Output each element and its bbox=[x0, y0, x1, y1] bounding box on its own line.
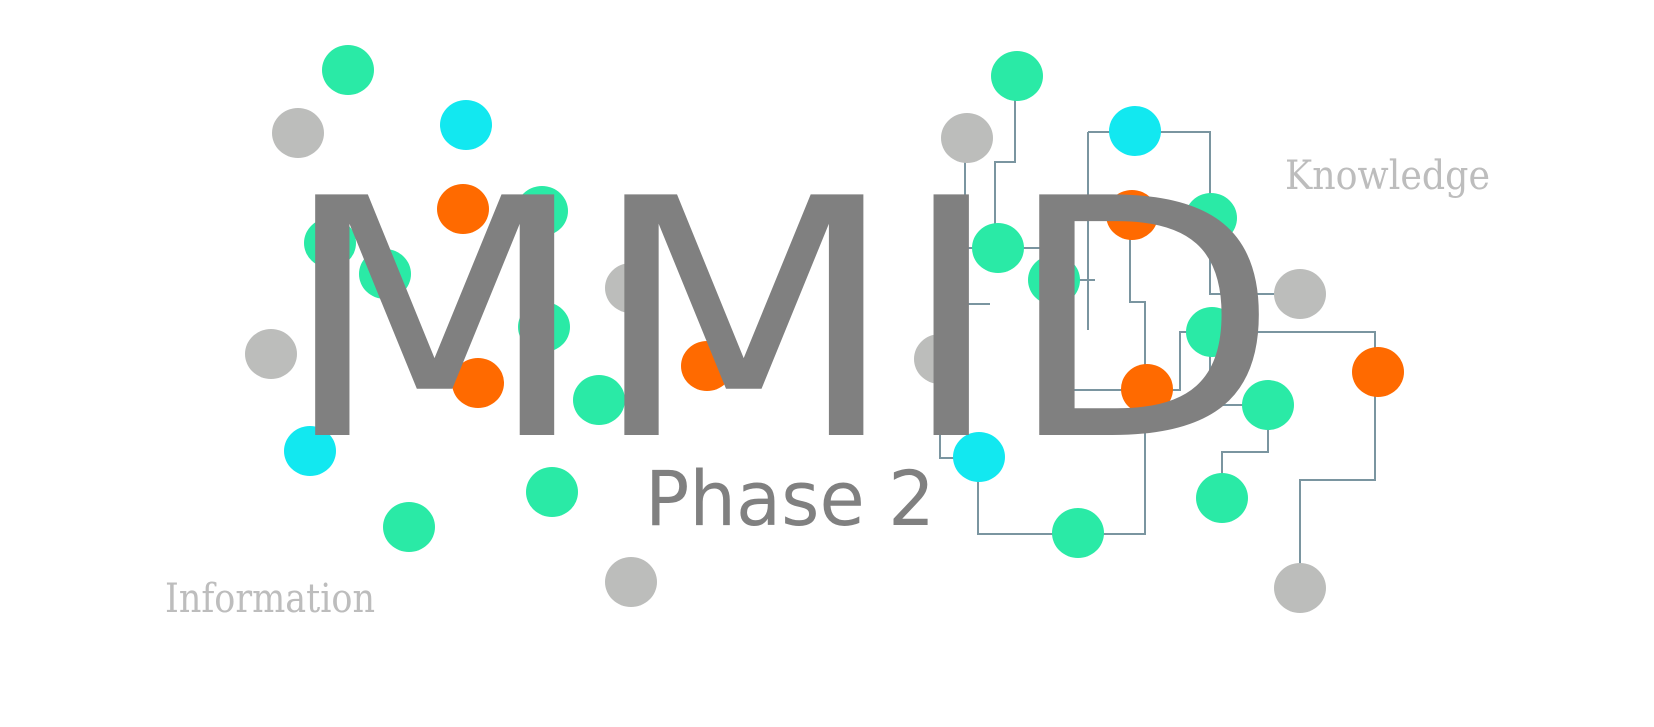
logo-subtitle: Phase 2 bbox=[645, 454, 935, 543]
node-gray bbox=[272, 108, 324, 158]
node-green bbox=[1196, 473, 1248, 523]
node-orange bbox=[681, 341, 733, 391]
node-cyan bbox=[953, 432, 1005, 482]
node-green bbox=[516, 186, 568, 236]
node-orange bbox=[437, 184, 489, 234]
node-gray bbox=[914, 334, 966, 384]
node-cyan bbox=[1109, 106, 1161, 156]
label-information: Information bbox=[165, 576, 375, 622]
logo-title: MMID bbox=[280, 129, 1280, 513]
node-green bbox=[518, 302, 570, 352]
node-green bbox=[1185, 193, 1237, 243]
node-green bbox=[1186, 307, 1238, 357]
node-cyan bbox=[440, 100, 492, 150]
node-orange bbox=[1352, 347, 1404, 397]
node-gray bbox=[1274, 269, 1326, 319]
node-green bbox=[1052, 508, 1104, 558]
node-gray bbox=[605, 557, 657, 607]
circuit-line bbox=[1299, 372, 1376, 588]
node-green bbox=[383, 502, 435, 552]
node-green bbox=[1242, 380, 1294, 430]
node-green bbox=[1028, 255, 1080, 305]
node-green bbox=[573, 375, 625, 425]
node-gray bbox=[605, 263, 657, 313]
node-orange bbox=[1106, 190, 1158, 240]
circuit-line bbox=[1129, 218, 1146, 390]
circuit-line bbox=[977, 458, 1078, 535]
node-cyan bbox=[284, 426, 336, 476]
node-gray bbox=[941, 113, 993, 163]
node-cluster-left bbox=[245, 45, 733, 607]
circuit-line bbox=[994, 78, 1016, 250]
node-green bbox=[304, 218, 356, 268]
node-green bbox=[526, 467, 578, 517]
node-green bbox=[359, 249, 411, 299]
node-orange bbox=[452, 358, 504, 408]
node-gray bbox=[245, 329, 297, 379]
node-cluster-right bbox=[914, 51, 1404, 613]
node-green bbox=[972, 223, 1024, 273]
node-gray bbox=[1274, 563, 1326, 613]
node-green bbox=[991, 51, 1043, 101]
node-green bbox=[322, 45, 374, 95]
circuit-network bbox=[939, 78, 1376, 588]
node-orange bbox=[1121, 364, 1173, 414]
circuit-line bbox=[1209, 218, 1300, 295]
label-knowledge: Knowledge bbox=[1285, 153, 1490, 199]
